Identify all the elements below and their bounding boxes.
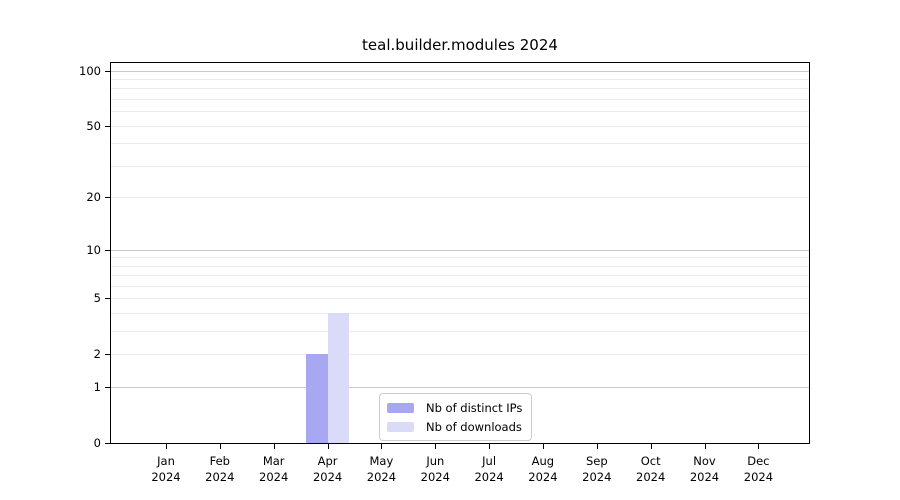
gridline-major (111, 387, 809, 389)
x-tick-label: Jul 2024 (474, 454, 504, 484)
x-tick-label-year: 2024 (151, 470, 181, 484)
x-tick-mark (704, 443, 706, 449)
x-tick-mark (758, 443, 760, 449)
y-tick-label: 0 (93, 436, 101, 450)
y-tick-label: 100 (79, 63, 101, 78)
x-tick-mark (166, 443, 167, 449)
x-tick-label: Dec 2024 (743, 454, 774, 484)
gridline-minor (111, 88, 809, 90)
x-tick-label: May 2024 (366, 454, 397, 484)
y-tick-mark (105, 298, 110, 300)
gridline-minor (111, 286, 809, 287)
x-tick-label-year: 2024 (259, 470, 289, 484)
y-tick-mark (105, 443, 110, 444)
x-tick-mark (219, 443, 221, 449)
y-tick-label: 50 (86, 118, 101, 133)
gridline-minor (111, 143, 809, 145)
x-tick-mark (650, 443, 652, 449)
x-tick-label-year: 2024 (474, 470, 504, 484)
gridline-minor (111, 165, 809, 167)
x-tick-mark (542, 443, 544, 449)
x-tick-mark (273, 443, 275, 449)
x-tick-label: Feb 2024 (205, 454, 235, 484)
y-tick-label: 2 (93, 347, 101, 362)
x-tick-label-year: 2024 (528, 470, 558, 484)
x-tick-label: Oct 2024 (636, 454, 666, 484)
legend-swatch (387, 402, 414, 413)
legend-item: Nb of downloads (387, 417, 522, 436)
legend-item: Nb of distinct IPs (387, 398, 522, 417)
gridline-major (111, 249, 809, 251)
bar-nb-of-distinct-ips-apr (306, 354, 328, 443)
gridline-minor (111, 99, 809, 101)
y-tick-label: 1 (93, 380, 101, 395)
x-tick-mark (596, 443, 598, 449)
legend: Nb of distinct IPs Nb of downloads (379, 393, 533, 441)
x-tick-label: Jun 2024 (420, 454, 450, 484)
gridline-major (111, 70, 809, 72)
y-tick-label: 10 (86, 242, 101, 257)
x-tick-label: Apr 2024 (312, 454, 343, 484)
y-tick-mark (105, 249, 110, 251)
y-tick-mark (105, 70, 110, 72)
gridline-minor (111, 197, 809, 199)
gridline-minor (111, 111, 809, 113)
x-tick-label: Sep 2024 (582, 454, 612, 484)
gridline-minor (111, 79, 809, 80)
gridline-minor (111, 265, 809, 267)
gridline-minor (111, 275, 809, 277)
gridline-minor (111, 354, 809, 356)
x-tick-label-year: 2024 (205, 470, 235, 484)
legend-label: Nb of downloads (426, 419, 522, 434)
x-tick-label: Jan 2024 (151, 454, 181, 484)
x-tick-mark (381, 443, 383, 449)
y-tick-mark (105, 197, 110, 199)
gridline-minor (111, 331, 809, 333)
x-tick-mark (327, 443, 329, 449)
plot-area: 0 1 2 5 10 20 50 100 Jan 2024 Feb 2024 Mar 2024 Apr 20… (79, 62, 810, 484)
y-tick-label: 5 (93, 291, 101, 306)
x-tick-mark (489, 443, 491, 449)
gridline-minor (111, 298, 809, 300)
x-tick-label-year: 2024 (582, 470, 612, 484)
x-tick-label: Mar 2024 (259, 454, 289, 484)
x-tick-label-year: 2024 (420, 470, 450, 484)
bar-nb-of-downloads-apr (327, 313, 350, 443)
x-tick-label-year: 2024 (366, 470, 397, 484)
y-tick-mark (105, 387, 110, 389)
x-tick-label-year: 2024 (636, 470, 666, 484)
x-tick-label: Nov 2024 (689, 454, 720, 484)
y-tick-label: 20 (86, 190, 101, 205)
legend-swatch (387, 421, 414, 432)
x-tick-label: Aug 2024 (528, 454, 558, 484)
gridline-minor (111, 313, 809, 315)
y-tick-mark (105, 354, 110, 356)
x-tick-label-year: 2024 (743, 470, 774, 484)
x-tick-label-year: 2024 (689, 470, 720, 484)
legend-label: Nb of distinct IPs (426, 400, 523, 415)
gridline-minor (111, 125, 809, 127)
gridline-minor (111, 257, 809, 259)
y-tick-mark (105, 125, 110, 127)
x-tick-label-year: 2024 (312, 470, 343, 484)
chart-title: teal.builder.modules 2024 (362, 36, 558, 54)
x-tick-mark (435, 443, 437, 449)
